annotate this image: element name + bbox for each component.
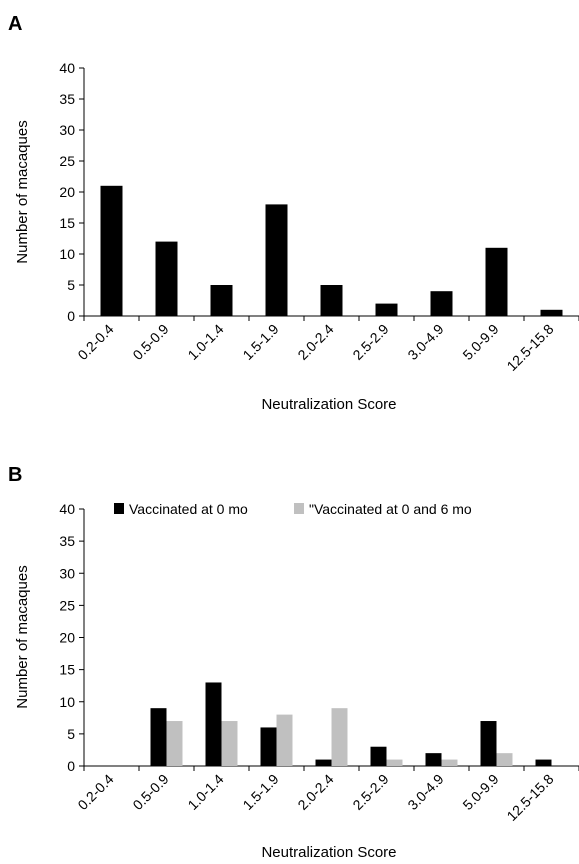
legend-label-series-2: "Vaccinated at 0 and 6 mo bbox=[309, 501, 472, 517]
bar-series-1 bbox=[430, 291, 453, 316]
bar-series-2 bbox=[496, 753, 513, 766]
x-tick-label: 1.5-1.9 bbox=[239, 321, 281, 363]
bar-series-2 bbox=[386, 759, 403, 766]
x-tick-label: 0.5-0.9 bbox=[129, 321, 171, 363]
y-tick-label: 40 bbox=[59, 501, 75, 517]
y-tick-label: 10 bbox=[59, 694, 75, 710]
y-tick-label: 5 bbox=[67, 726, 75, 742]
x-tick-label: 0.5-0.9 bbox=[129, 771, 171, 813]
bar-series-1 bbox=[205, 682, 222, 766]
x-tick-label: 1.0-1.4 bbox=[184, 771, 226, 813]
bar-series-1 bbox=[535, 759, 552, 766]
bar-series-2 bbox=[221, 721, 238, 766]
x-tick-label: 2.0-2.4 bbox=[294, 321, 336, 363]
x-tick-label: 1.5-1.9 bbox=[239, 771, 281, 813]
y-tick-label: 15 bbox=[59, 215, 75, 231]
chart-b-ylabel: Number of macaques bbox=[14, 565, 31, 708]
chart-a: 0 5 10 15 20 25 30 35 40 0.2-0.4 0.5-0.9 1.0-1.4 1.5… bbox=[59, 60, 579, 374]
chart-b-legend: Vaccinated at 0 mo "Vaccinated at 0 and … bbox=[114, 501, 472, 517]
x-tick-label: 0.2-0.4 bbox=[74, 321, 116, 363]
y-tick-label: 30 bbox=[59, 565, 75, 581]
bar-series-1 bbox=[320, 285, 343, 316]
bar-series-1 bbox=[155, 241, 178, 316]
panel-b-letter: B bbox=[8, 464, 22, 486]
bar-series-1 bbox=[315, 759, 332, 766]
y-tick-label: 25 bbox=[59, 153, 75, 169]
y-tick-label: 35 bbox=[59, 91, 75, 107]
y-tick-label: 0 bbox=[67, 308, 75, 324]
legend-swatch-series-2 bbox=[294, 503, 304, 514]
bar-series-1 bbox=[260, 727, 277, 766]
panel-a-letter: A bbox=[8, 13, 22, 35]
x-tick-label: 3.0-4.9 bbox=[404, 321, 446, 363]
x-tick-label: 2.5-2.9 bbox=[349, 771, 391, 813]
bar-series-1 bbox=[485, 247, 508, 316]
y-tick-label: 40 bbox=[59, 60, 75, 76]
y-tick-label: 10 bbox=[59, 246, 75, 262]
bar-series-1 bbox=[540, 309, 563, 316]
y-tick-label: 15 bbox=[59, 662, 75, 678]
bar-series-1 bbox=[480, 721, 497, 766]
bar-series-1 bbox=[265, 204, 288, 316]
x-tick-label: 3.0-4.9 bbox=[404, 771, 446, 813]
y-tick-label: 35 bbox=[59, 533, 75, 549]
bar-series-1 bbox=[370, 746, 387, 766]
y-tick-label: 30 bbox=[59, 122, 75, 138]
bar-series-1 bbox=[150, 708, 167, 766]
chart-a-ylabel: Number of macaques bbox=[14, 120, 31, 263]
y-tick-label: 20 bbox=[59, 630, 75, 646]
bar-series-2 bbox=[331, 708, 348, 766]
x-tick-label: 5.0-9.9 bbox=[459, 771, 501, 813]
x-tick-label: 2.5-2.9 bbox=[349, 321, 391, 363]
legend-swatch-series-1 bbox=[114, 503, 124, 514]
chart-b-xlabel: Neutralization Score bbox=[261, 844, 396, 861]
bar-series-2 bbox=[276, 714, 293, 766]
x-tick-label: 12.5-15.8 bbox=[503, 321, 556, 374]
chart-b: 0 5 10 15 20 25 30 35 40 0.2-0.4 0.5-0.9 1.0-1.4 1.5… bbox=[59, 501, 579, 824]
x-tick-label: 5.0-9.9 bbox=[459, 321, 501, 363]
x-tick-label: 12.5-15.8 bbox=[503, 771, 556, 824]
x-tick-label: 1.0-1.4 bbox=[184, 321, 226, 363]
bar-series-1 bbox=[210, 285, 233, 316]
y-tick-label: 25 bbox=[59, 597, 75, 613]
bar-series-1 bbox=[375, 303, 398, 316]
legend-label-series-1: Vaccinated at 0 mo bbox=[129, 501, 248, 517]
bar-series-1 bbox=[100, 185, 123, 316]
y-tick-label: 0 bbox=[67, 758, 75, 774]
x-tick-label: 0.2-0.4 bbox=[74, 771, 116, 813]
x-tick-label: 2.0-2.4 bbox=[294, 771, 336, 813]
bar-series-2 bbox=[441, 759, 458, 766]
y-tick-label: 5 bbox=[67, 277, 75, 293]
y-tick-label: 20 bbox=[59, 184, 75, 200]
bar-series-1 bbox=[425, 753, 442, 766]
bar-series-2 bbox=[166, 721, 183, 766]
chart-a-xlabel: Neutralization Score bbox=[261, 396, 396, 413]
